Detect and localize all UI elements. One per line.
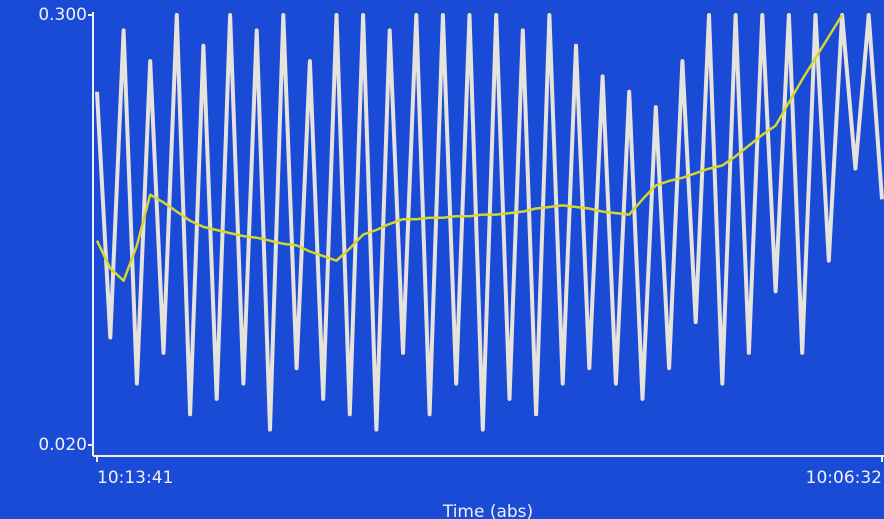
chart: Time (abs) 0.020 0.300 10:13:41 10:06:32 (0, 0, 884, 519)
y-tick-label: 0.020 (38, 435, 87, 455)
y-tick-label: 0.300 (38, 5, 87, 25)
x-tick-label: 10:13:41 (97, 468, 173, 488)
x-axis-label: Time (abs) (442, 502, 533, 519)
x-tick-label: 10:06:32 (806, 468, 882, 488)
